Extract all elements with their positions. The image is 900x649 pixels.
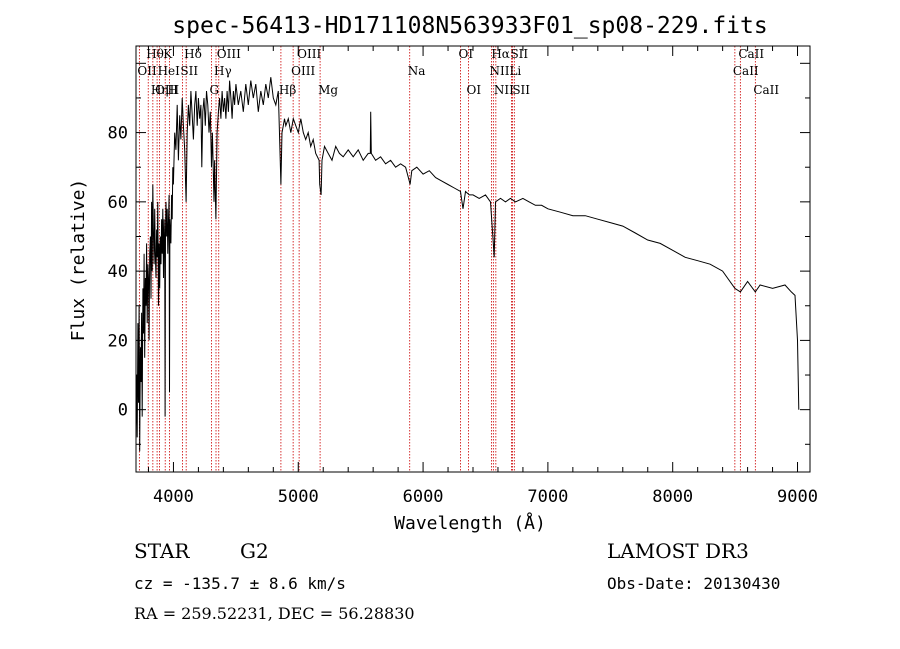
x-tick-label: 7000: [527, 487, 568, 507]
spectral-line-label: SII: [510, 47, 528, 61]
spectral-line-label: OIII: [297, 47, 321, 61]
spectral-line-label: Hδ: [184, 47, 202, 61]
x-tick-label: 5000: [278, 487, 319, 507]
spectral-line-label: SII: [512, 83, 530, 97]
x-tick-label: 6000: [403, 487, 444, 507]
y-tick-label: 20: [108, 331, 128, 351]
survey-name: LAMOST DR3: [607, 539, 749, 563]
spectral-line-label: OII: [137, 64, 157, 78]
object-subclass: G2: [240, 539, 269, 563]
x-tick-label: 4000: [153, 487, 194, 507]
spectral-line-label: Hβ: [279, 83, 296, 97]
x-tick-label: 9000: [777, 487, 818, 507]
spectral-line-label: CaII: [753, 83, 779, 97]
y-axis-label: Flux (relative): [68, 179, 89, 342]
spectral-line-label: Hθ: [146, 47, 164, 61]
spectral-line-label: OI: [467, 83, 482, 97]
spectral-line-label: Hα: [491, 47, 510, 61]
spectral-line-label: Mg: [318, 83, 338, 97]
spectral-line-label: Hη: [151, 83, 169, 97]
chart-title: spec-56413-HD171108N563933F01_sp08-229.f…: [172, 13, 767, 39]
spectral-line-label: H: [167, 83, 177, 97]
redshift-text: cz = -135.7 ± 8.6 km/s: [134, 574, 346, 593]
spectral-line-label: HeI: [158, 64, 181, 78]
spectral-line-markers: [138, 46, 756, 472]
y-tick-label: 40: [108, 262, 128, 282]
y-tick-label: 80: [108, 124, 128, 144]
spectral-line-label: CaII: [733, 64, 759, 78]
spectral-line-label: NII: [489, 64, 509, 78]
spectral-line-label: CaII: [738, 47, 764, 61]
y-axis-ticks: 0 20 40 60 80: [108, 62, 810, 445]
spectral-line-label: Hγ: [214, 64, 232, 78]
spectral-line-label: OI: [459, 47, 474, 61]
object-class: STAR: [134, 539, 190, 563]
y-tick-label: 60: [108, 193, 128, 213]
spectral-line-label: Na: [408, 64, 426, 78]
spectral-line-label: SII: [180, 64, 198, 78]
spectral-line-label: K: [163, 47, 173, 61]
spectral-line-label: NII: [494, 83, 514, 97]
obs-date-text: Obs-Date: 20130430: [607, 574, 780, 593]
y-tick-label: 0: [118, 401, 128, 421]
plot-frame: [135, 45, 811, 473]
x-tick-label: 8000: [652, 487, 693, 507]
x-axis-label: Wavelength (Å): [394, 512, 546, 534]
spectral-line-label: OIII: [155, 83, 179, 97]
spectrum-series-line: [135, 77, 800, 452]
spectral-line-label: G: [210, 83, 220, 97]
x-axis-ticks: 4000 5000 6000 7000 8000 9000: [147, 46, 818, 507]
spectral-line-label: OIII: [291, 64, 315, 78]
spectral-line-label: OIII: [217, 47, 241, 61]
coordinates-text: RA = 259.52231, DEC = 56.28830: [134, 604, 415, 623]
spectral-line-label: Li: [509, 64, 521, 78]
